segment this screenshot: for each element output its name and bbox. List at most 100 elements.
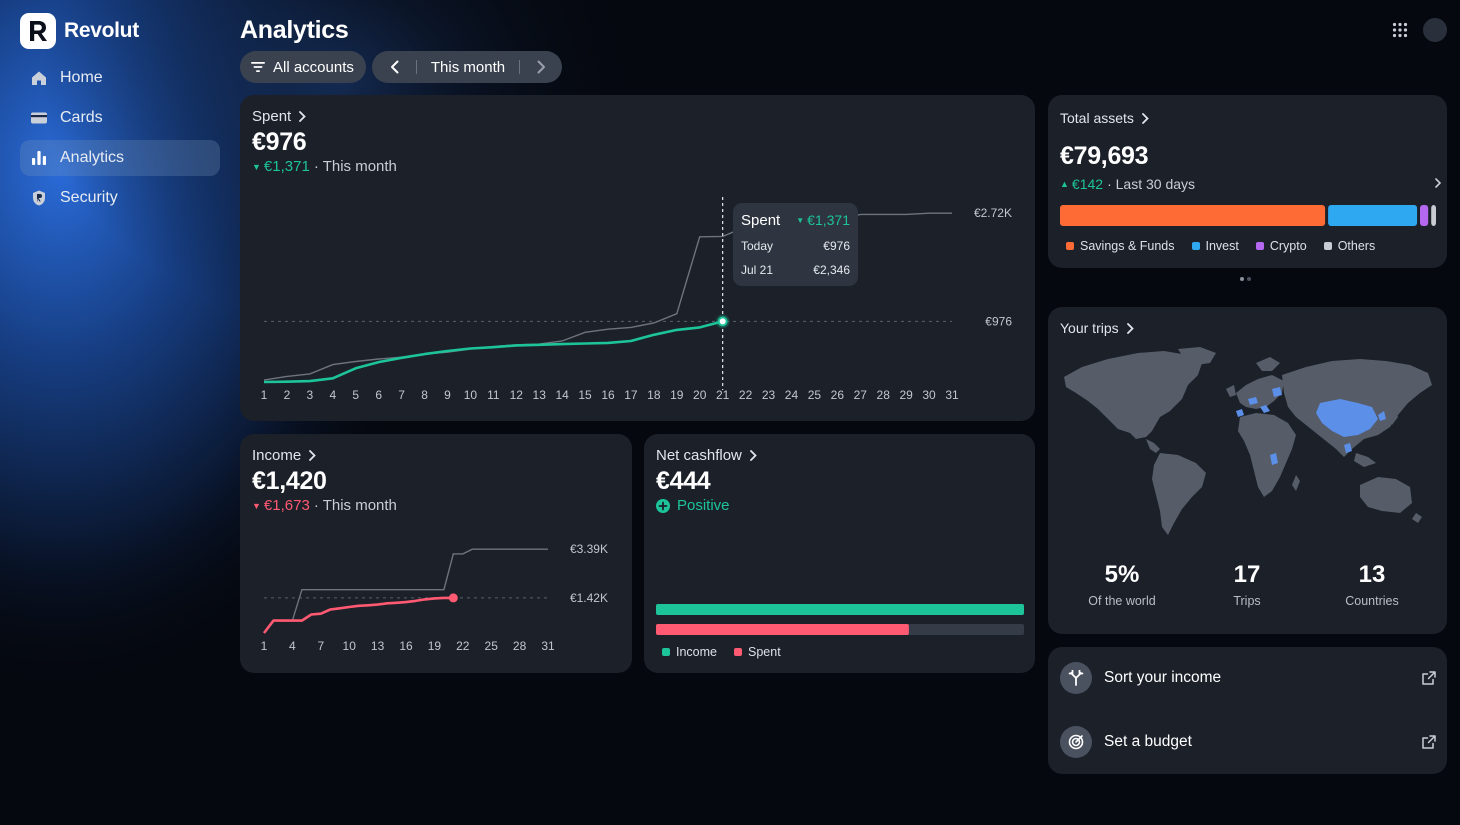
spent-card[interactable] (240, 95, 1035, 421)
legend-label: Invest (1205, 239, 1239, 253)
sidebar-item-label: Security (60, 189, 118, 206)
chevron-left-icon (390, 60, 398, 74)
app-name: Revolut (64, 19, 139, 42)
apps-grid-icon[interactable] (1392, 22, 1408, 43)
sidebar-item-home[interactable]: Home (20, 60, 220, 96)
x-tick-label: 18 (647, 388, 661, 402)
asset-segment (1328, 205, 1418, 226)
spent-tooltip: Spent ▼ €1,371 Today €976 Jul 21 €2,346 (733, 203, 858, 286)
cashflow-header[interactable]: Net cashflow (656, 447, 757, 464)
x-tick-label: 31 (541, 639, 555, 653)
trips-stat-trips-label: Trips (1233, 594, 1261, 608)
income-amount: €1,420 (252, 467, 327, 495)
spent-delta-suffix: · This month (313, 158, 397, 175)
previous-period-line (263, 548, 548, 634)
accounts-filter-button[interactable]: All accounts (240, 51, 366, 83)
legend-item-income: Income (662, 645, 717, 659)
legend-item-others: Others (1323, 239, 1376, 253)
next-period-button[interactable] (520, 51, 562, 83)
x-tick-label: 7 (398, 388, 405, 402)
x-tick-label: 24 (785, 388, 799, 402)
tooltip-delta-value: €1,371 (807, 212, 850, 228)
legend-label: Spent (748, 645, 781, 659)
x-tick-label: 31 (945, 388, 959, 402)
legend-item-invest: Invest (1191, 239, 1239, 253)
prev-period-button[interactable] (372, 51, 416, 83)
legend-label: Others (1337, 239, 1376, 253)
sort-income-link[interactable]: Sort your income (1060, 658, 1436, 698)
income-chart[interactable]: €3.39K €1.42K 1 4 7 10 13 16 19 22 25 28 31 (240, 530, 632, 665)
legend-swatch (662, 648, 670, 656)
period-label[interactable]: This month (430, 58, 506, 76)
legend-label: Income (676, 645, 717, 659)
assets-legend: Savings & Funds Invest Crypto Others (1066, 239, 1392, 253)
spent-delta-value: €1,371 (263, 158, 310, 175)
income-header[interactable]: Income (252, 447, 316, 464)
trips-title: Your trips (1060, 320, 1119, 336)
trips-stat-world-label: Of the world (1088, 594, 1156, 608)
analytics-icon (32, 151, 46, 165)
x-tick-label: 15 (578, 388, 592, 402)
x-tick-label: 16 (399, 639, 413, 653)
x-tick-label: 6 (375, 388, 382, 402)
world-map[interactable] (1060, 345, 1436, 537)
assets-title: Total assets (1060, 110, 1134, 126)
links-card (1048, 647, 1447, 774)
up-arrow-icon: ▲ (1060, 179, 1069, 189)
page-title: Analytics (240, 16, 349, 44)
x-tick-label: 2 (284, 388, 291, 402)
chevron-right-icon (299, 111, 306, 122)
assets-next-icon[interactable] (1435, 175, 1442, 193)
set-budget-link[interactable]: Set a budget (1060, 722, 1436, 762)
x-tick-label: 10 (343, 639, 357, 653)
assets-header[interactable]: Total assets (1060, 110, 1149, 126)
x-tick-label: 23 (762, 388, 776, 402)
current-period-line (263, 320, 724, 384)
world-map-land (1064, 347, 1432, 535)
x-tick-label: 5 (352, 388, 359, 402)
x-tick-label: 26 (831, 388, 845, 402)
chevron-right-icon (1142, 112, 1149, 124)
avatar[interactable] (1423, 18, 1447, 42)
income-delta: ▼ €1,673 · This month (252, 497, 397, 514)
card-icon (31, 112, 47, 124)
x-tick-label: 29 (899, 388, 913, 402)
sidebar-item-label: Cards (60, 109, 103, 126)
spent-delta: ▼ €1,371 · This month (252, 158, 397, 175)
x-tick-label: 17 (624, 388, 638, 402)
x-tick-label: 13 (533, 388, 547, 402)
trips-header[interactable]: Your trips (1060, 320, 1134, 336)
sidebar-item-security[interactable]: Security (20, 180, 220, 216)
highlight-point (717, 316, 728, 327)
x-tick-label: 28 (513, 639, 527, 653)
x-tick-label: 21 (716, 388, 730, 402)
down-arrow-icon: ▼ (252, 161, 261, 172)
income-card[interactable] (240, 434, 632, 673)
assets-delta-value: €142 (1071, 176, 1104, 192)
income-delta-value: €1,673 (263, 497, 310, 514)
x-tick-label: 13 (371, 639, 385, 653)
sidebar-item-cards[interactable]: Cards (20, 100, 220, 136)
spent-header[interactable]: Spent (252, 108, 306, 125)
down-arrow-icon: ▼ (252, 500, 261, 511)
reference-label: €1.42K (570, 591, 608, 605)
spent-title: Spent (252, 108, 292, 125)
x-tick-label: 14 (555, 388, 569, 402)
assets-card[interactable] (1048, 95, 1447, 268)
tooltip-row-label: Jul 21 (741, 263, 774, 277)
x-tick-label: 22 (739, 388, 753, 402)
visited-countries (1236, 387, 1386, 465)
x-tick-label: 10 (464, 388, 478, 402)
carousel-dots[interactable] (1240, 277, 1251, 281)
x-tick-label: 19 (428, 639, 442, 653)
down-arrow-icon: ▼ (796, 215, 805, 225)
chevron-right-icon (1126, 322, 1134, 334)
shield-icon (33, 190, 45, 206)
filter-icon (251, 62, 265, 72)
legend-swatch (1191, 242, 1200, 250)
revolut-logo[interactable] (20, 13, 56, 49)
sidebar-item-label: Analytics (60, 149, 125, 166)
sidebar-item-analytics[interactable]: Analytics (20, 140, 220, 176)
split-icon (1060, 662, 1092, 694)
